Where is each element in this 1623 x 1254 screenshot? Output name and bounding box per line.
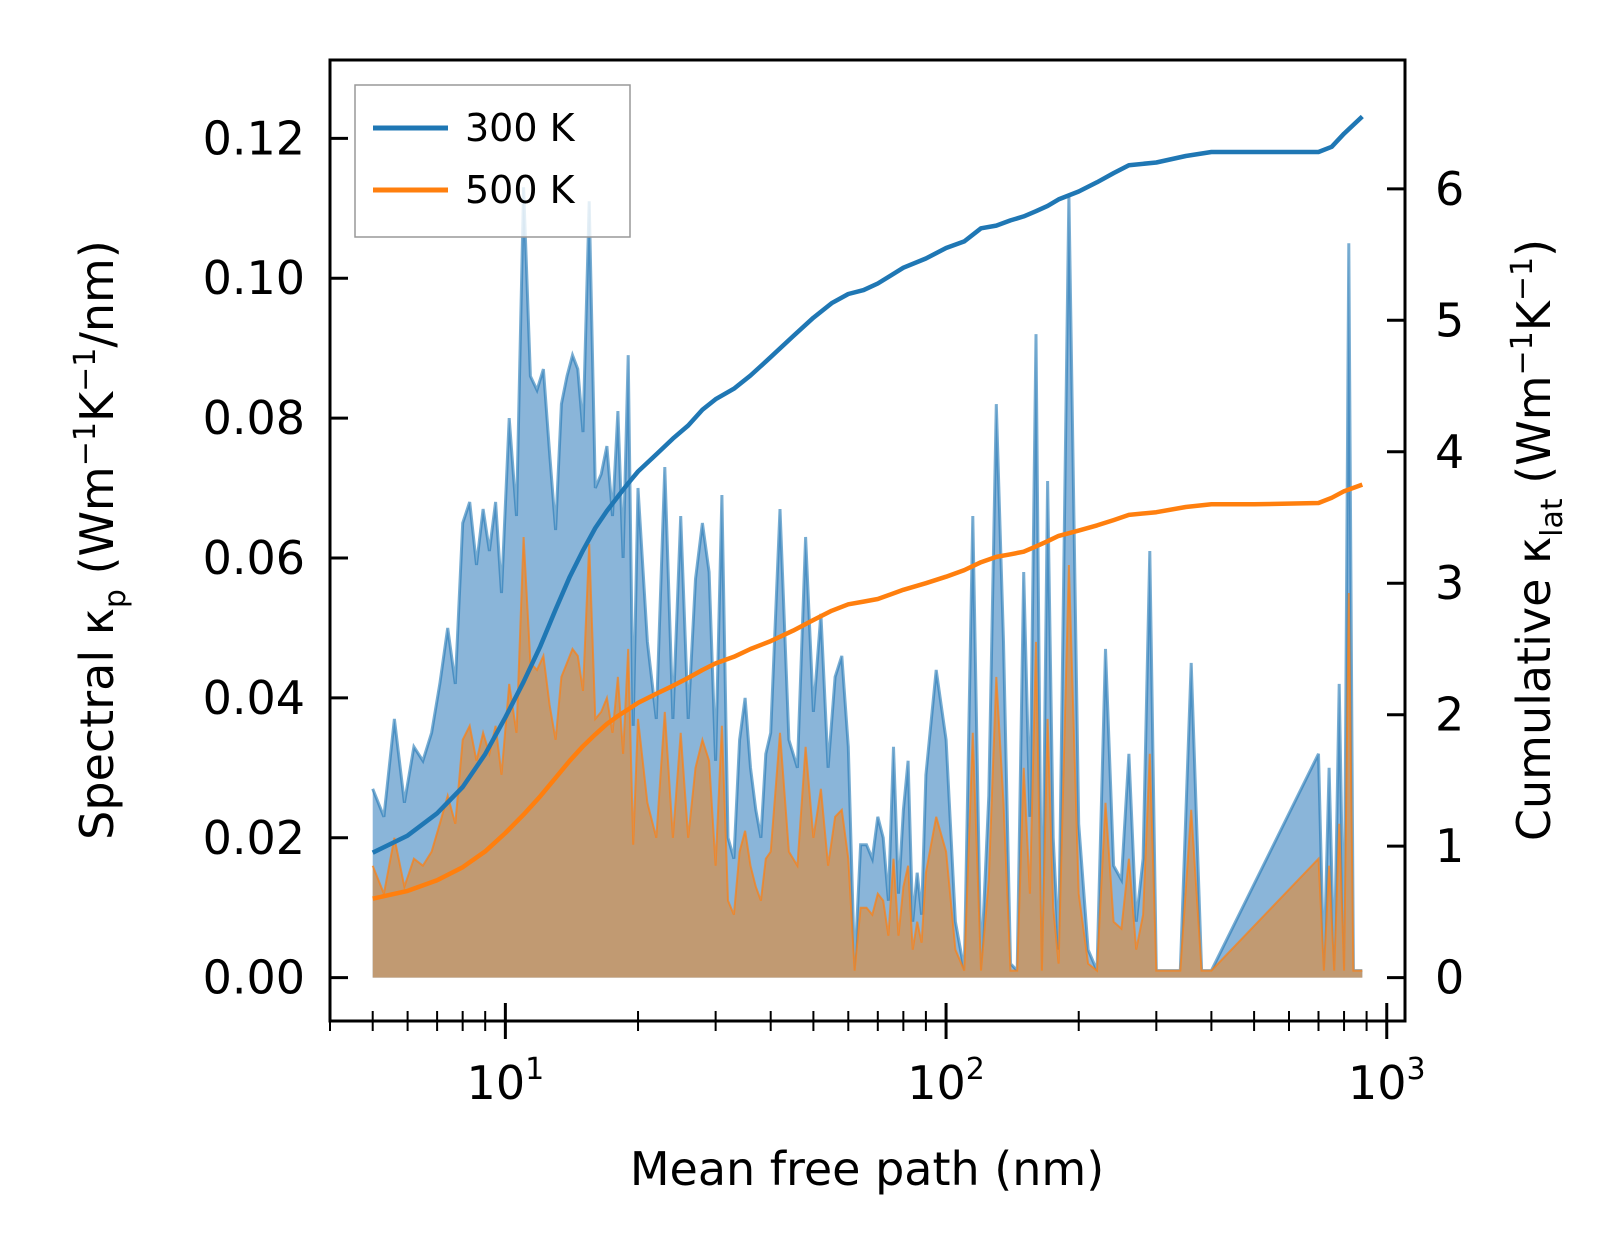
y-axis-right-label: Cumulative κlat (Wm−1K−1) xyxy=(1505,239,1570,841)
tick-layer xyxy=(329,136,1405,1039)
cumulative-line-500k xyxy=(372,482,1364,901)
y-right-tick-label: 0 xyxy=(1435,951,1464,1005)
y-left-tick-label: 0.08 xyxy=(203,391,305,445)
cumulative-line-300k xyxy=(371,114,1364,855)
y-left-tick-label: 0.10 xyxy=(203,251,305,305)
tick-label-layer: 101 102 103 0.00 0.02 0.04 0.06 0.08 0.10 0.12 0 1 2… xyxy=(203,111,1465,1110)
y-right-tick-label: 1 xyxy=(1435,819,1464,873)
spectral-fill-layer xyxy=(371,187,1363,978)
y-left-tick-label: 0.06 xyxy=(203,531,305,585)
y-left-tick-label: 0.12 xyxy=(203,111,305,165)
y-right-tick-label: 3 xyxy=(1435,556,1464,610)
y-right-tick-label: 6 xyxy=(1435,162,1464,216)
y-axis-left-label: Spectral κp (Wm−1K−1/nm) xyxy=(68,240,133,840)
x-axis-label: Mean free path (nm) xyxy=(630,1142,1104,1196)
y-left-tick-label: 0.02 xyxy=(203,811,305,865)
legend-box xyxy=(354,84,631,238)
x-tick-label: 102 xyxy=(907,1052,985,1110)
y-right-tick-label: 5 xyxy=(1435,293,1464,347)
y-right-tick-label: 2 xyxy=(1435,688,1464,742)
cumulative-line-layer xyxy=(371,114,1364,901)
legend-label-300k: 300 K xyxy=(465,106,576,150)
x-tick-label: 103 xyxy=(1348,1052,1426,1110)
spectral-line-300k xyxy=(371,187,1363,975)
spectral-area-500k xyxy=(372,537,1363,978)
x-tick-label: 101 xyxy=(467,1052,545,1110)
spectral-line-500k xyxy=(371,536,1363,973)
y-left-tick-label: 0.00 xyxy=(203,951,305,1005)
legend: 300 K 500 K xyxy=(354,84,631,238)
plot-frame xyxy=(328,58,1407,1023)
legend-label-500k: 500 K xyxy=(465,168,576,212)
y-right-tick-label: 4 xyxy=(1435,425,1464,479)
y-left-tick-label: 0.04 xyxy=(203,671,305,725)
